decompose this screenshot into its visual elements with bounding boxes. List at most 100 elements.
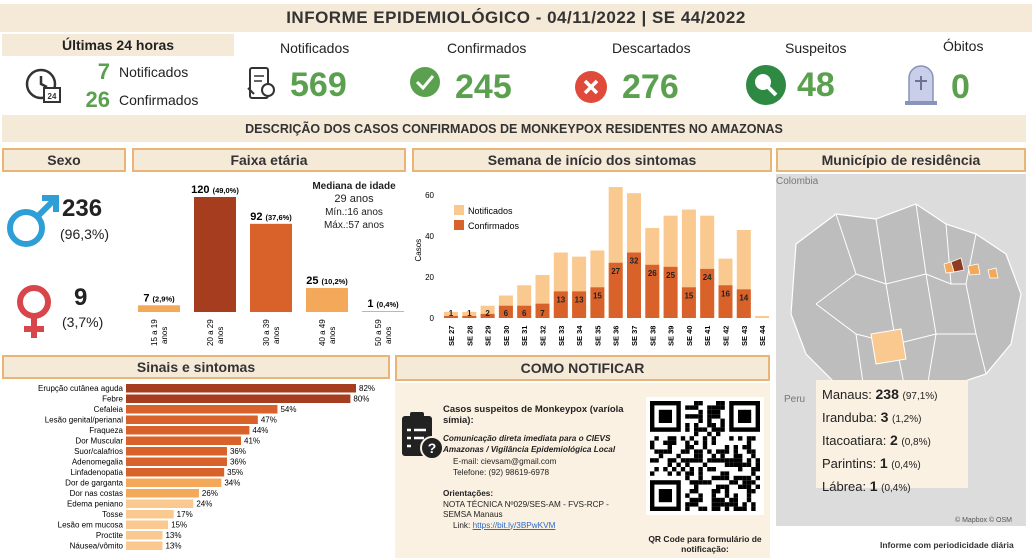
svg-text:?: ? xyxy=(428,440,437,456)
week-bar-confirmed xyxy=(553,291,568,318)
symptom-value: 34% xyxy=(224,479,240,488)
municipio-name: Itacoatiara: xyxy=(822,433,887,448)
symptom-label: Erupção cutânea aguda xyxy=(38,384,124,393)
last24-notified-label: Notificados xyxy=(119,64,189,80)
municipio-list: Manaus: 238 (97,1%) Iranduba: 3 (1,2%) I… xyxy=(816,380,968,494)
age-tick-label: 50 a 59 xyxy=(374,319,383,346)
municipio-value: 3 xyxy=(880,409,889,425)
symptom-label: Dor nas costas xyxy=(70,489,123,498)
symptom-label: Dor Muscular xyxy=(75,437,123,446)
sinais-heading: Sinais e sintomas xyxy=(2,355,390,379)
email: E-mail: cievsam@gmail.com xyxy=(453,457,557,466)
symptom-label: Tosse xyxy=(102,510,123,519)
symptom-bar xyxy=(126,436,241,445)
symptom-bar xyxy=(126,541,163,550)
last24-heading-box: Últimas 24 horas xyxy=(2,34,234,56)
symptom-label: Cefaleia xyxy=(94,405,124,414)
symptom-bar xyxy=(126,468,225,477)
week-tick-label: SE 41 xyxy=(703,326,712,346)
municipio-pct: (0,8%) xyxy=(901,437,931,448)
qr-code-pattern xyxy=(650,401,760,511)
week-bar-label: 32 xyxy=(630,257,639,266)
municipio-row: Lábrea: 1 (0,4%) xyxy=(822,476,962,499)
week-tick-label: SE 35 xyxy=(593,326,602,346)
municipio-row: Parintins: 1 (0,4%) xyxy=(822,453,962,476)
kpi-value: 245 xyxy=(455,68,512,106)
week-bar-label: 24 xyxy=(703,273,712,282)
age-tick-label: 30 a 39 xyxy=(262,319,271,346)
week-bar-label: 27 xyxy=(611,267,620,276)
sexo-heading-text: Sexo xyxy=(47,152,81,168)
week-ytick: 20 xyxy=(425,273,434,282)
semana-heading-text: Semana de início dos sintomas xyxy=(487,152,697,168)
kpi-label: Óbitos xyxy=(943,38,984,54)
title-band: INFORME EPIDEMIOLÓGICO - 04/11/2022 | SE… xyxy=(0,4,1032,32)
symptom-label: Náusea/vômito xyxy=(70,542,124,551)
week-tick-label: SE 32 xyxy=(539,326,548,346)
municipio-map[interactable]: Colombia Peru © Mapbox © OSM Manaus: 238… xyxy=(776,174,1026,526)
tombstone-icon xyxy=(903,64,939,111)
symptom-label: Lesão genital/perianal xyxy=(45,416,124,425)
symptom-bar xyxy=(126,405,278,414)
symptom-bar xyxy=(126,499,194,508)
municipio-value: 238 xyxy=(875,386,899,402)
municipio-value: 2 xyxy=(889,432,898,448)
week-bar-label: 15 xyxy=(593,291,602,300)
symptom-value: 54% xyxy=(280,405,296,414)
week-tick-label: SE 27 xyxy=(447,326,456,346)
kpi-confirmados: Confirmados 245 xyxy=(405,34,565,114)
age-tick-label-unit: anos xyxy=(384,327,393,344)
municipio-pct: (97,1%) xyxy=(902,391,938,402)
week-tick-label: SE 33 xyxy=(557,326,566,346)
week-bar-confirmed xyxy=(480,313,495,318)
week-ytick: 60 xyxy=(425,191,434,200)
symptom-bar xyxy=(126,394,351,403)
week-bar-confirmed xyxy=(718,285,733,318)
symptom-value: 36% xyxy=(230,447,246,456)
week-bar-label: 1 xyxy=(449,309,454,318)
qr-code[interactable] xyxy=(646,397,764,515)
week-bar-label: 14 xyxy=(739,293,748,302)
symptom-bar xyxy=(126,426,250,435)
symptom-value: 47% xyxy=(261,416,277,425)
magnifier-icon xyxy=(745,64,787,111)
kpi-obitos: Óbitos 0 xyxy=(895,34,1025,114)
notification-link[interactable]: https://bit.ly/3BPwKVM xyxy=(472,520,556,530)
age-bar xyxy=(306,288,348,312)
week-bar-confirmed xyxy=(645,264,660,318)
age-tick-label: 40 a 49 xyxy=(318,319,327,346)
age-bar xyxy=(362,311,404,312)
age-bar-label: 7 (2,9%) xyxy=(143,292,175,304)
week-bar-label: 2 xyxy=(485,309,490,318)
week-bar-notified xyxy=(755,315,770,318)
map-label-colombia: Colombia xyxy=(776,176,819,187)
symptom-value: 44% xyxy=(252,426,268,435)
kpi-suspeitos: Suspeitos 48 xyxy=(745,34,885,114)
svg-text:24: 24 xyxy=(48,92,57,101)
age-bar xyxy=(194,197,236,312)
last24-confirmed-value: 26 xyxy=(85,87,110,112)
age-tick-label-unit: anos xyxy=(328,327,337,344)
week-bar-confirmed xyxy=(462,315,477,318)
week-bar-confirmed xyxy=(444,315,458,318)
municipio-heading-text: Município de residência xyxy=(821,152,981,168)
week-bar-confirmed xyxy=(700,268,715,318)
faixa-heading: Faixa etária xyxy=(132,148,406,172)
sinais-heading-text: Sinais e sintomas xyxy=(136,359,256,375)
amazonas-map-shape xyxy=(790,203,1022,415)
kpi-value: 0 xyxy=(951,68,970,106)
week-tick-label: SE 44 xyxy=(758,325,767,346)
week-tick-label: SE 29 xyxy=(484,326,493,346)
symptom-value: 35% xyxy=(227,468,243,477)
symptom-value: 26% xyxy=(202,489,218,498)
symptom-value: 17% xyxy=(177,510,193,519)
age-tick-label: 15 a 19 xyxy=(150,319,159,346)
symptom-label: Dor de garganta xyxy=(65,479,123,488)
symptom-value: 13% xyxy=(165,531,181,540)
legend-label-notified: Notificados xyxy=(468,206,513,216)
week-tick-label: SE 43 xyxy=(740,326,749,346)
semana-heading: Semana de início dos sintomas xyxy=(412,148,772,172)
municipio-pct: (0,4%) xyxy=(881,483,911,494)
map-attribution: © Mapbox © OSM xyxy=(955,517,1012,524)
municipio-row: Itacoatiara: 2 (0,8%) xyxy=(822,430,962,453)
